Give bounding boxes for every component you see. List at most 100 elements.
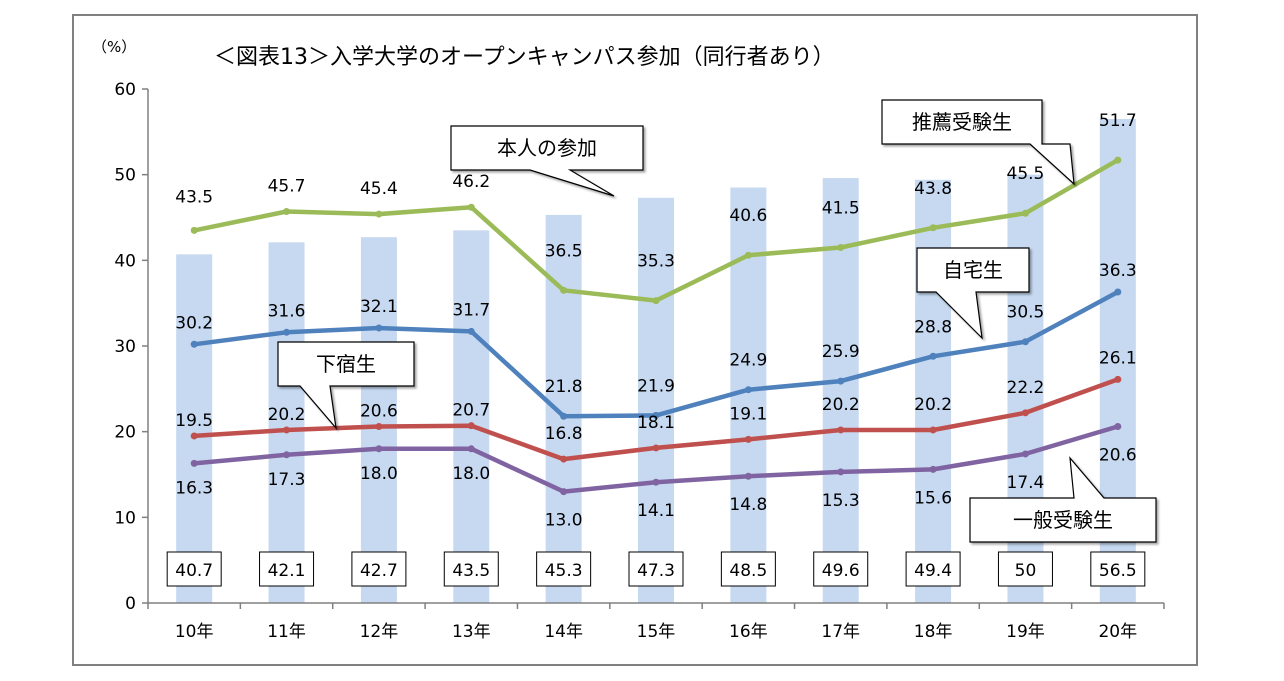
data-label: 35.3: [637, 252, 675, 272]
x-tick-label: 19年: [1006, 622, 1045, 642]
bar: [176, 254, 213, 603]
data-label: 26.1: [1099, 348, 1137, 368]
bar-value-label: 48.5: [729, 561, 767, 581]
data-label: 31.7: [452, 300, 490, 320]
series-point: [467, 327, 475, 335]
series-point: [560, 488, 568, 496]
series-point: [190, 226, 198, 234]
data-label: 15.3: [822, 491, 860, 511]
data-label: 20.6: [360, 402, 398, 422]
data-label: 41.5: [822, 198, 860, 218]
data-label: 22.2: [1007, 378, 1045, 398]
data-label: 45.4: [360, 179, 398, 199]
data-label: 20.2: [822, 395, 860, 415]
series-point: [283, 208, 291, 216]
bar: [915, 179, 952, 603]
callout-box: [277, 341, 415, 430]
data-label: 18.1: [637, 413, 675, 433]
callout-label: 下宿生: [316, 352, 376, 376]
chart-title: ＜図表13＞入学大学のオープンキャンパス参加（同行者あり）: [214, 45, 835, 70]
series-point: [1114, 288, 1122, 296]
bar-value-label: 42.1: [268, 561, 306, 581]
series-point: [375, 445, 383, 453]
series-point: [190, 459, 198, 467]
data-label: 19.1: [729, 404, 767, 424]
data-label: 17.3: [268, 470, 306, 490]
bar-value-box: [628, 551, 684, 587]
bar-value-box: [720, 551, 776, 587]
bar: [268, 242, 305, 604]
x-tick-label: 16年: [729, 622, 768, 642]
y-tick-label: 50: [114, 166, 136, 186]
data-label: 24.9: [729, 351, 767, 371]
data-label: 51.7: [1099, 111, 1137, 131]
series-point: [283, 451, 291, 459]
data-labels-layer: 40.7 42.1 42.7 43.5 45.3 47.3 48.5 49.6 49.4 50 56…: [166, 111, 1146, 587]
data-label: 45.7: [268, 177, 306, 197]
series-point: [560, 286, 568, 294]
series-point: [744, 386, 752, 394]
series-point: [929, 352, 937, 360]
series-point: [1021, 209, 1029, 217]
data-label: 16.8: [545, 424, 583, 444]
series-point: [1114, 375, 1122, 383]
bar-value-label: 40.7: [175, 561, 213, 581]
series-point: [837, 426, 845, 434]
bar-value-label: 47.3: [637, 561, 675, 581]
series-point: [837, 377, 845, 385]
bar-value-label: 45.3: [545, 561, 583, 581]
x-tick-label: 15年: [637, 622, 676, 642]
data-label: 19.5: [175, 411, 213, 431]
data-label: 43.8: [914, 179, 952, 199]
data-label: 25.9: [822, 342, 860, 362]
series-point: [744, 472, 752, 480]
data-label: 20.7: [452, 401, 490, 421]
callout-label: 一般受験生: [1013, 508, 1113, 532]
x-tick-label: 20年: [1098, 622, 1137, 642]
bar-value-label: 43.5: [452, 561, 490, 581]
series-point: [1021, 338, 1029, 346]
bar: [453, 230, 490, 603]
series-point: [375, 324, 383, 332]
bar: [360, 237, 397, 603]
series-point: [929, 224, 937, 232]
series-point: [1114, 423, 1122, 431]
series-point: [744, 435, 752, 443]
bar-value-label: 50: [1015, 561, 1037, 581]
callout-box: [450, 125, 644, 197]
callout-box: [916, 247, 1030, 340]
bar-value-box: [905, 551, 961, 587]
bar: [822, 178, 859, 604]
series-point: [929, 426, 937, 434]
series-point: [652, 297, 660, 305]
bar-value-label: 49.4: [914, 561, 952, 581]
x-tick-label: 11年: [267, 622, 306, 642]
series-point: [652, 444, 660, 452]
data-label: 13.0: [545, 511, 583, 531]
x-tick-label: 10年: [175, 622, 214, 642]
y-tick-label: 40: [114, 251, 136, 271]
series-point: [467, 422, 475, 430]
bar: [638, 197, 674, 603]
data-label: 43.5: [175, 187, 213, 207]
x-tick-label: 13年: [452, 622, 491, 642]
bar-value-box: [1090, 551, 1146, 587]
callout-label: 本人の参加: [497, 136, 597, 160]
data-label: 14.8: [729, 495, 767, 515]
y-tick-label: 0: [125, 594, 136, 614]
data-label: 40.6: [729, 206, 767, 226]
series-point: [1021, 409, 1029, 417]
callout-box: [881, 99, 1075, 186]
data-label: 30.5: [1007, 303, 1045, 323]
data-label: 46.2: [452, 172, 490, 192]
y-axis-unit: （%）: [92, 38, 136, 56]
x-tick-label: 14年: [544, 622, 583, 642]
lines-layer: [190, 156, 1122, 496]
series-point: [1021, 450, 1029, 458]
bar-value-box: [351, 551, 407, 587]
bar-value-label: 56.5: [1099, 561, 1137, 581]
data-label: 30.2: [175, 313, 213, 333]
x-tick-label: 17年: [821, 622, 860, 642]
series-point: [560, 455, 568, 463]
y-tick-label: 30: [114, 337, 136, 357]
